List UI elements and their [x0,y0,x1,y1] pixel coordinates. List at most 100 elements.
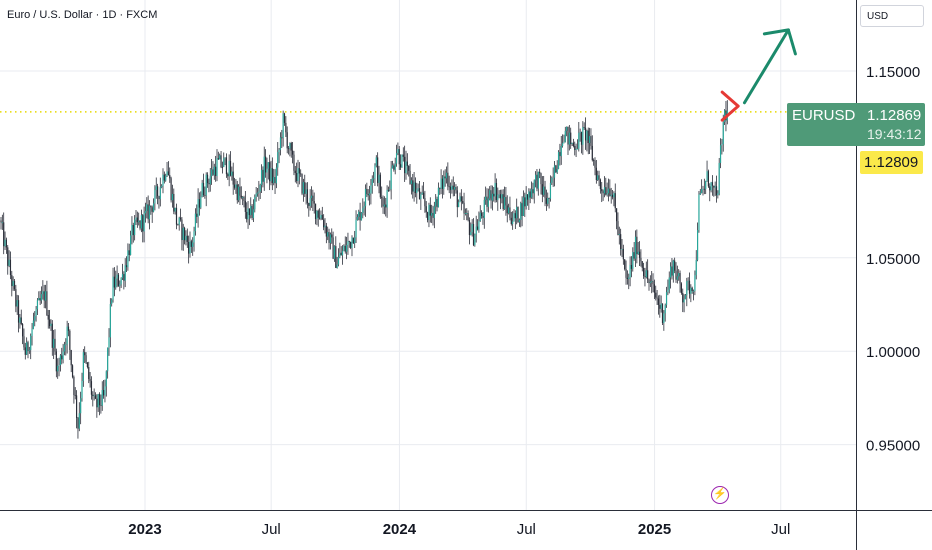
candle-body [182,227,184,241]
currency-selector[interactable]: USD [860,5,924,27]
candle-body [96,398,98,408]
candle-body [115,278,117,288]
candle-body [23,336,25,348]
candle-body [224,157,226,159]
candle-body [580,131,583,145]
candle-body [618,234,620,235]
candle-body [675,270,677,280]
candle-body [292,150,294,155]
candle-body [13,280,16,290]
candle-body [198,199,201,208]
candle-body [391,165,394,169]
candle-body [437,187,439,208]
candle-body [528,191,530,200]
candle-body [520,203,522,220]
candle-body [383,204,385,207]
candle-body [81,380,83,399]
candle-body [15,289,17,307]
candle-body [296,172,298,181]
candle-body [26,342,28,355]
candle-body [306,189,309,204]
candle-body [649,282,651,284]
candle-body [55,351,57,372]
candle-body [400,164,402,168]
candle-body [337,257,340,265]
candle-body [220,155,222,167]
candle-body [512,221,514,224]
candle-body [459,196,461,202]
candle-body [425,206,427,213]
candle-body [611,194,614,198]
candle-body [84,352,86,356]
candle-body [571,142,573,145]
candle-body [568,132,570,145]
candle-body [621,248,623,250]
candle-body [320,214,322,219]
candle-body [590,136,592,146]
candle-body [373,178,375,180]
x-tick-label: Jul [771,521,790,538]
candle-body [113,276,115,288]
candle-body [549,182,552,199]
candle-body [31,329,33,336]
candle-body [301,174,303,194]
candle-body [127,250,129,268]
candle-body [235,184,237,188]
candle-body [381,197,383,199]
candle-body [144,210,147,214]
candle-body [179,217,182,220]
candle-body [354,237,356,244]
candle-body [359,211,361,221]
candle-body [444,176,446,179]
candle-body [560,146,562,157]
candle-body [405,161,407,174]
candle-body [436,198,438,208]
candle-body [181,219,183,241]
candle-body [143,213,145,232]
candle-body [323,219,325,228]
candle-body [679,273,681,284]
candle-body [559,152,561,157]
candle-body [599,179,601,189]
candle-body [714,186,716,188]
lightning-bolt-icon[interactable]: ⚡ [711,486,729,504]
candle-body [219,155,221,160]
candle-body [526,194,529,200]
candle-body [258,191,260,193]
candle-body [703,188,705,190]
candle-body [82,352,84,381]
candle-body [412,180,414,192]
candle-series [0,100,728,439]
candle-body [47,315,49,320]
candle-body [215,166,217,177]
candle-body [468,220,471,236]
candle-body [103,390,105,396]
candle-body [100,405,102,407]
candle-body [530,189,533,198]
candle-body [583,127,585,128]
candle-body [591,145,593,161]
candle-body [601,188,603,192]
candle-body [341,250,344,256]
candle-body [574,145,576,150]
candle-body [593,160,595,161]
candle-body [201,182,203,197]
candle-body [309,198,311,206]
candle-body [622,248,624,260]
candle-body [162,174,164,186]
candle-body [514,213,516,219]
candle-body [231,171,233,176]
candle-body [248,208,250,216]
annotation-arrows[interactable] [720,28,797,122]
candle-body [521,203,523,216]
candle-body [582,127,584,145]
candle-body [205,174,207,196]
candle-body [155,186,157,191]
candle-body [92,394,94,397]
candle-body [90,381,93,395]
candle-body [186,235,188,242]
candle-body [532,189,534,194]
candle-body [62,351,64,360]
symbol-price-tag: EURUSD 1.12869 19:43:12 [787,103,925,146]
